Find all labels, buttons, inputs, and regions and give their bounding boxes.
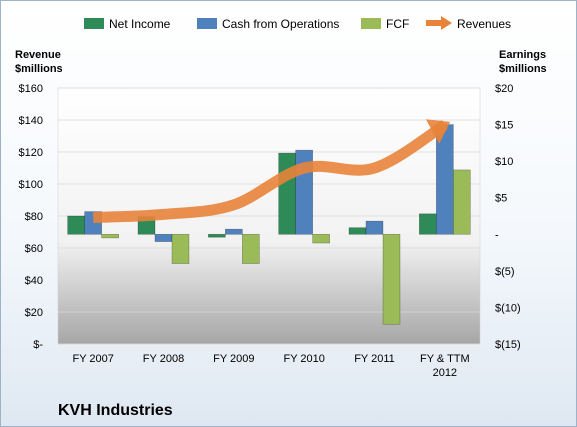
category-label: FY 2008 [143, 353, 184, 365]
bar-net-income [278, 152, 296, 235]
left-tick-label: $120 [19, 147, 43, 159]
left-axis-title-line2: $millions [15, 63, 63, 75]
left-tick-label: $80 [25, 211, 43, 223]
legend-swatch-net-income [84, 18, 104, 29]
legend-label-revenues: Revenues [457, 17, 511, 31]
revenues-line-path [92, 120, 448, 224]
right-axis-title-line1: Earnings [499, 49, 546, 61]
bar-net-income [419, 213, 437, 235]
right-axis-title-line2: $millions [499, 63, 547, 75]
revenues-line [92, 119, 451, 224]
legend-swatch-fcf [361, 18, 381, 29]
left-tick-label: $40 [25, 275, 43, 287]
bar-net-income [208, 233, 226, 238]
left-tick-label: $60 [25, 243, 43, 255]
legend: Net Income Cash from Operations FCF Reve… [84, 16, 511, 31]
right-tick-label: $15 [495, 120, 513, 132]
legend-swatch-cash-from-operations [197, 18, 217, 29]
left-tick-label: $140 [19, 115, 43, 127]
category-label: FY 2007 [72, 353, 113, 365]
company-title: KVH Industries [58, 402, 173, 419]
left-tick-label: $100 [19, 179, 43, 191]
bar-fcf [242, 233, 260, 264]
right-tick-label: $(10) [495, 302, 521, 314]
category-label: FY & TTM [420, 353, 470, 365]
right-tick-label: $5 [495, 193, 507, 205]
bar-cash-from-operations [365, 220, 384, 235]
bar-cash-from-operations [154, 233, 173, 242]
bar-fcf [453, 169, 471, 235]
legend-arrowhead-revenues [441, 16, 452, 30]
right-tick-label: - [495, 229, 499, 241]
bar-fcf [382, 233, 401, 325]
bar-fcf [171, 233, 190, 264]
bar-net-income [67, 215, 85, 235]
left-tick-label: $20 [25, 307, 43, 319]
category-label: FY 2010 [283, 353, 324, 365]
right-tick-label: $(15) [495, 339, 521, 351]
right-tick-label: $(5) [495, 266, 515, 278]
revenues-arrowhead [425, 119, 451, 144]
bar-cash-from-operations [225, 228, 243, 235]
right-tick-label: $10 [495, 156, 513, 168]
category-label: FY 2011 [354, 353, 395, 365]
legend-label-cash-from-operations: Cash from Operations [222, 17, 339, 31]
bar-net-income [348, 227, 367, 235]
right-tick-label: $20 [495, 83, 513, 95]
category-label: FY 2009 [213, 353, 254, 365]
left-tick-label: $- [33, 339, 43, 351]
left-axis-title-line1: Revenue [15, 49, 61, 61]
legend-label-net-income: Net Income [109, 17, 171, 31]
legend-label-fcf: FCF [386, 17, 409, 31]
left-tick-label: $160 [19, 83, 43, 95]
category-label-line2: 2012 [433, 367, 457, 379]
bar-fcf [312, 233, 330, 244]
category-labels: FY 2007 FY 2008 FY 2009 FY 2010 FY 2011 FY & … [72, 353, 469, 379]
right-axis-tick-labels: $(15) $(10) $(5) - $5 $10 $15 $20 [495, 83, 521, 351]
bar-fcf [101, 233, 119, 239]
left-axis-tick-labels: $- $20 $40 $60 $80 $100 $120 $140 $160 [19, 83, 44, 351]
